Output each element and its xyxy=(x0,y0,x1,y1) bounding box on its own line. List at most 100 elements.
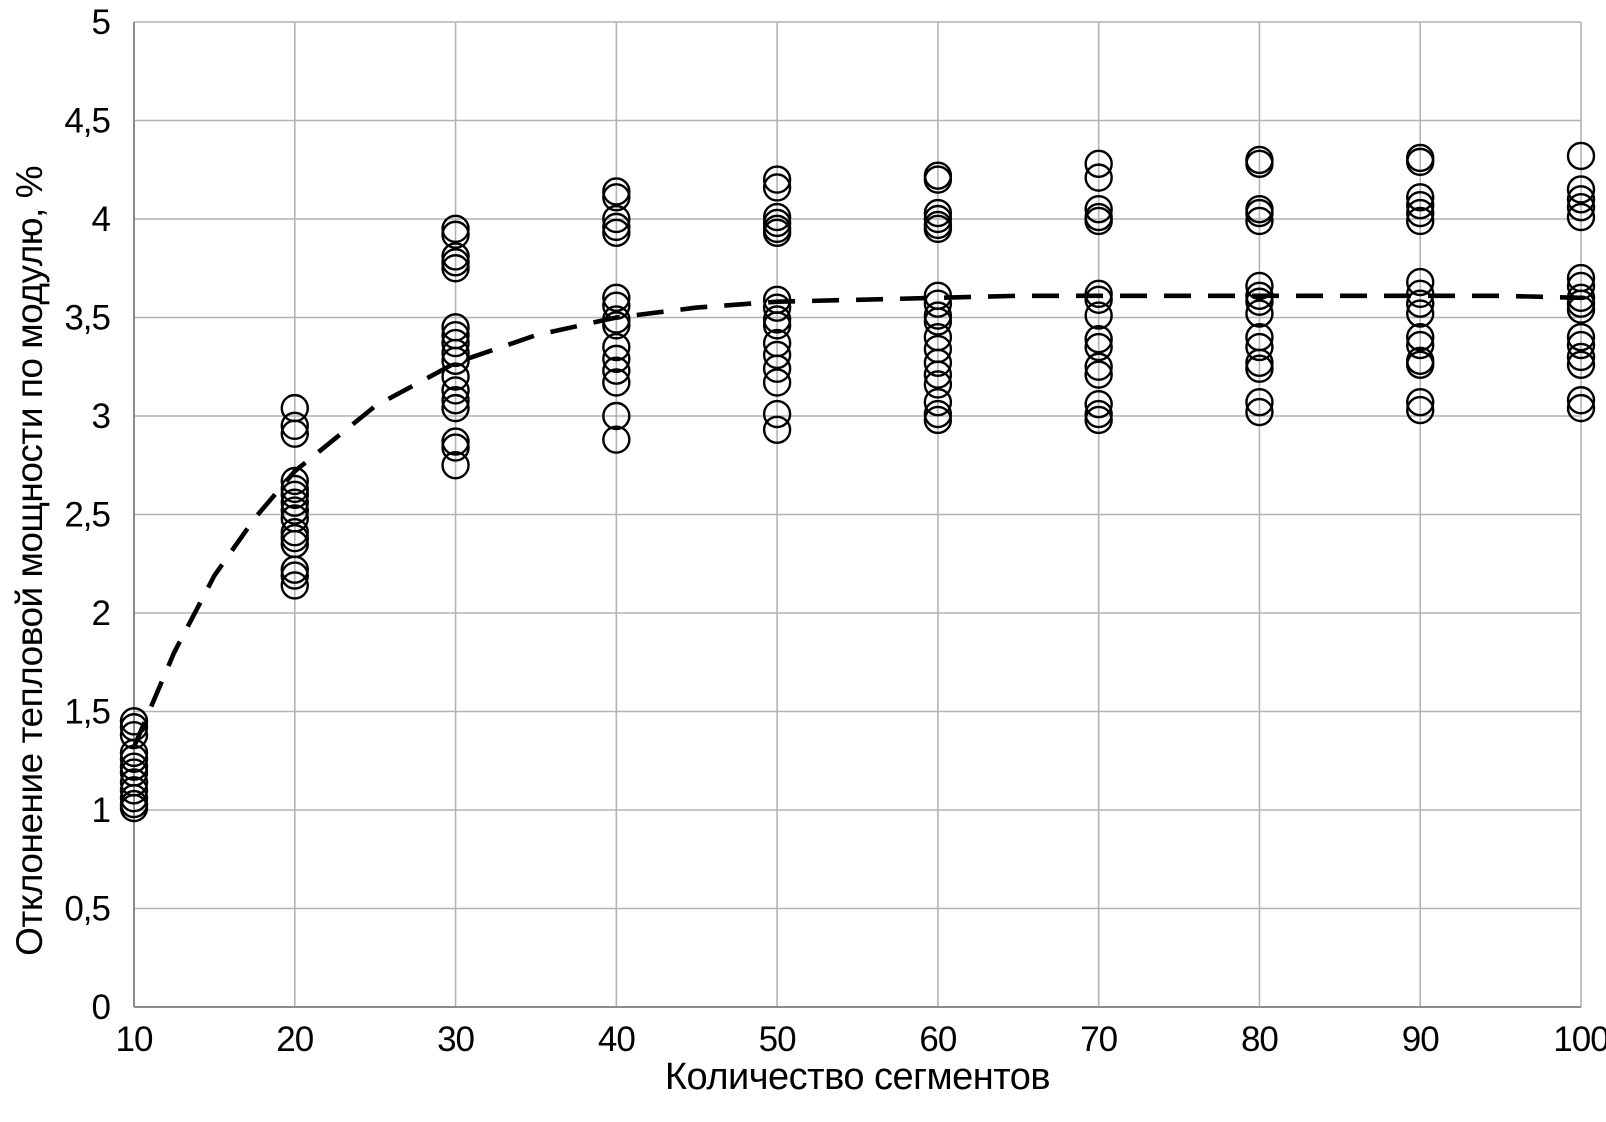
data-point-marker xyxy=(1566,323,1596,352)
data-point-marker xyxy=(280,411,309,441)
data-point-marker xyxy=(762,368,792,397)
data-point-marker xyxy=(119,720,149,750)
data-point-marker xyxy=(1406,206,1435,236)
data-point-marker xyxy=(280,480,309,509)
data-point-marker xyxy=(762,173,792,202)
data-point-marker xyxy=(923,198,953,228)
data-point-marker xyxy=(1084,206,1113,236)
data-point-marker xyxy=(1566,342,1596,372)
data-point-marker xyxy=(441,451,470,480)
data-point-marker xyxy=(441,386,470,415)
data-point-marker xyxy=(280,561,309,590)
x-tick-label: 90 xyxy=(1402,1020,1439,1059)
data-point-marker xyxy=(441,376,470,405)
data-point-marker xyxy=(441,362,470,391)
y-tick-label: 4 xyxy=(92,200,111,239)
data-point-marker xyxy=(1245,348,1274,378)
data-point-marker xyxy=(602,356,631,385)
y-tick-label: 4,5 xyxy=(64,102,110,141)
data-point-marker xyxy=(280,488,309,517)
data-point-marker xyxy=(119,707,149,736)
data-point-marker xyxy=(602,291,631,320)
y-axis-title: Отклонение тепловой мощности по модулю, … xyxy=(9,166,50,956)
data-point-marker xyxy=(1084,324,1113,354)
data-point-marker xyxy=(441,427,470,456)
data-point-marker xyxy=(1566,192,1596,222)
data-point-marker xyxy=(441,346,470,376)
data-point-marker xyxy=(1084,279,1113,309)
data-point-marker xyxy=(1406,279,1435,309)
data-point-marker xyxy=(1406,323,1435,352)
data-point-marker xyxy=(280,523,309,553)
data-point-marker xyxy=(762,208,792,238)
data-point-marker xyxy=(1084,149,1113,179)
data-point-marker xyxy=(441,433,470,462)
data-point-marker xyxy=(762,293,792,322)
data-point-marker xyxy=(602,425,631,454)
data-point-marker xyxy=(1084,332,1113,362)
data-point-marker xyxy=(1406,147,1435,177)
y-axis-tick-labels: 0 0,5 1 1,5 2 2,5 3 3,5 4 4,5 5 xyxy=(64,3,111,1027)
data-point-marker xyxy=(441,338,470,368)
data-point-marker xyxy=(280,419,309,448)
data-point-marker xyxy=(1566,271,1596,301)
data-point-marker xyxy=(1566,393,1596,423)
x-tick-label: 10 xyxy=(116,1020,153,1059)
data-point-marker xyxy=(762,399,792,429)
data-point-marker xyxy=(1245,354,1274,383)
y-tick-label: 3,5 xyxy=(64,299,110,338)
data-point-marker xyxy=(1406,183,1435,212)
data-point-marker xyxy=(280,496,309,525)
data-point-marker xyxy=(923,360,953,389)
data-point-marker xyxy=(1084,352,1113,381)
data-point-marker xyxy=(1245,287,1274,316)
data-point-marker xyxy=(762,340,792,370)
x-tick-label: 70 xyxy=(1080,1020,1117,1059)
scatter-points xyxy=(119,141,1596,823)
data-point-marker xyxy=(1245,281,1274,311)
trend-line xyxy=(131,293,1582,748)
data-point-marker xyxy=(1245,271,1274,301)
x-tick-label: 60 xyxy=(919,1020,956,1059)
data-point-marker xyxy=(441,248,470,277)
data-point-marker xyxy=(762,165,792,194)
data-point-marker xyxy=(1406,395,1435,425)
data-point-marker xyxy=(923,165,953,194)
data-point-marker xyxy=(923,301,953,330)
data-point-marker xyxy=(1566,283,1596,312)
data-point-marker xyxy=(1245,299,1274,328)
data-point-marker xyxy=(762,415,792,444)
data-point-marker xyxy=(1084,301,1113,330)
x-axis-tick-labels: 10 20 30 40 50 60 70 80 90 100 xyxy=(116,1020,1606,1059)
data-point-marker xyxy=(1566,330,1596,360)
data-point-marker xyxy=(923,370,953,399)
data-point-marker xyxy=(923,388,953,417)
data-point-marker xyxy=(1245,149,1274,179)
data-point-marker xyxy=(119,783,149,813)
data-point-marker xyxy=(280,571,309,600)
data-point-marker xyxy=(280,518,309,547)
data-point-marker xyxy=(602,212,631,242)
y-tick-label: 3 xyxy=(92,397,110,436)
y-axis-title-wrap: Отклонение тепловой мощности по модулю, … xyxy=(4,40,56,1082)
data-point-marker xyxy=(762,311,792,340)
data-point-marker xyxy=(1406,198,1435,228)
data-point-marker xyxy=(119,776,149,805)
x-tick-label: 20 xyxy=(276,1020,313,1059)
x-axis-title: Количество сегментов xyxy=(664,1056,1051,1098)
data-point-marker xyxy=(441,242,470,271)
data-point-marker xyxy=(1566,350,1596,379)
data-point-marker xyxy=(1084,163,1113,192)
data-point-marker xyxy=(602,204,631,234)
data-point-marker xyxy=(1084,389,1113,419)
data-point-marker xyxy=(441,393,470,423)
data-point-marker xyxy=(1566,386,1596,415)
data-point-marker xyxy=(280,474,309,504)
data-point-marker xyxy=(923,204,953,234)
data-point-marker xyxy=(923,214,953,244)
data-point-marker xyxy=(1566,185,1596,214)
data-point-marker xyxy=(1084,399,1113,429)
y-tick-label: 1,5 xyxy=(64,693,110,732)
